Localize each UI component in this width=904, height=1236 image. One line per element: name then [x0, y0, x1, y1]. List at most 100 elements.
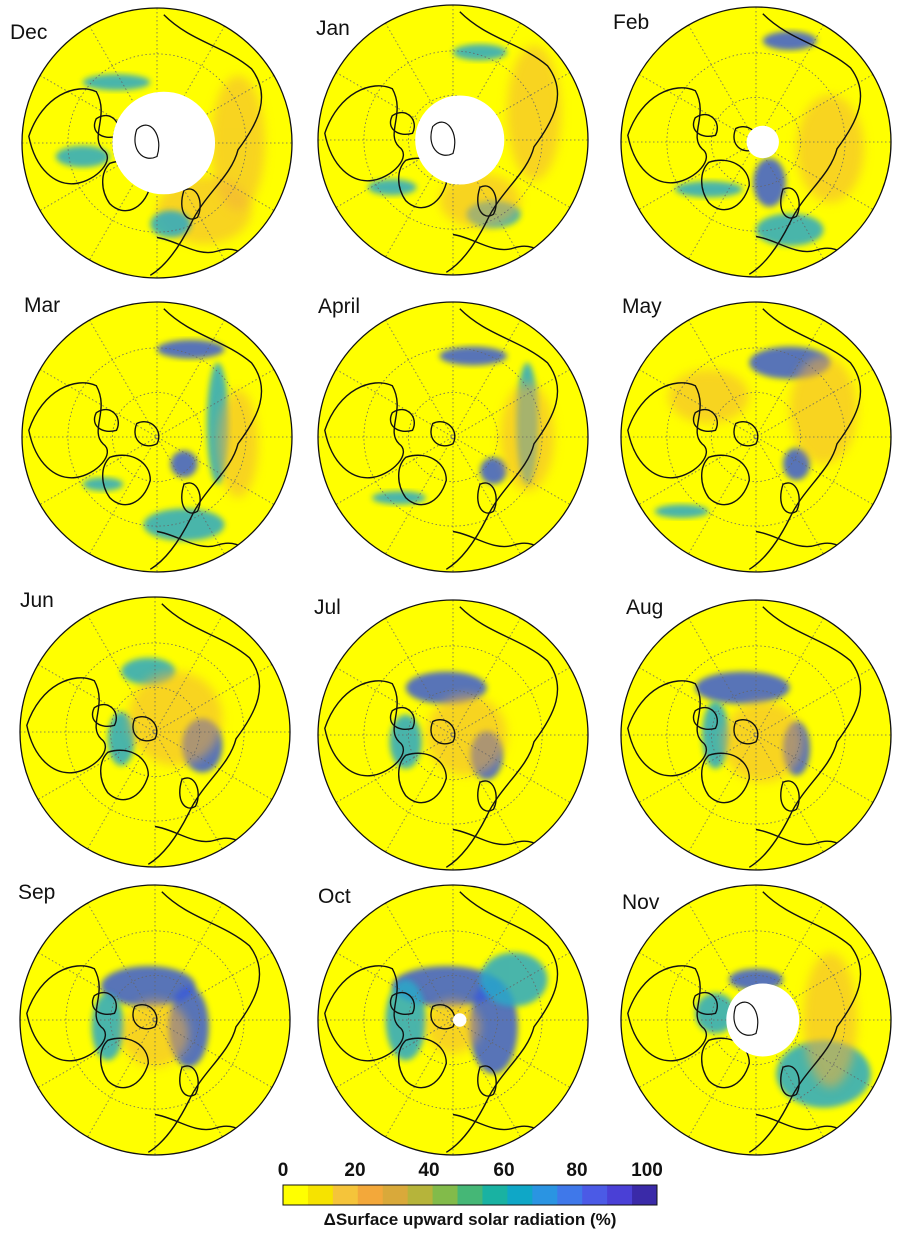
coastline	[324, 85, 405, 182]
polar-night-mask	[746, 125, 779, 159]
coastline	[149, 14, 263, 276]
meridian-line	[638, 74, 874, 210]
coastline	[445, 606, 559, 868]
coastline	[324, 680, 405, 777]
polar-night-mask	[415, 95, 505, 185]
anomaly-region	[783, 447, 810, 481]
meridian-line	[39, 369, 275, 505]
coastline	[397, 454, 448, 506]
coastline	[324, 965, 405, 1062]
meridian-line	[335, 952, 571, 1088]
meridian-line	[87, 614, 223, 850]
colorbar-tick-100: 100	[631, 1160, 663, 1181]
meridian-line	[335, 369, 571, 505]
coastline	[748, 891, 862, 1153]
coastline	[700, 159, 751, 211]
coastline	[748, 308, 862, 570]
polar-map-nov	[620, 884, 892, 1156]
coastline	[179, 777, 199, 809]
coastline	[700, 454, 751, 506]
meridian-line	[39, 75, 275, 211]
meridian-line	[688, 617, 824, 853]
polar-map-april	[317, 301, 589, 573]
meridian-line	[89, 319, 225, 555]
meridian-line	[385, 319, 521, 555]
polar-night-mask	[112, 91, 216, 195]
meridian-line	[638, 74, 874, 210]
coastline	[132, 716, 158, 742]
anomaly-region	[128, 671, 223, 766]
meridian-line	[39, 369, 275, 505]
coastline	[93, 408, 119, 432]
panel-label-jun: Jun	[20, 589, 54, 612]
anomaly-region	[702, 701, 729, 769]
latitude-line	[711, 97, 801, 187]
anomaly-region	[796, 94, 864, 203]
coastline	[389, 111, 415, 135]
coastline	[430, 1004, 456, 1030]
coastline	[324, 382, 405, 479]
polar-map-jun	[19, 596, 291, 868]
latitude-line	[112, 392, 202, 482]
coastline	[692, 991, 718, 1015]
panel-label-mar: Mar	[24, 294, 61, 317]
coastline	[179, 1065, 199, 1097]
coastline	[397, 1037, 448, 1089]
anomaly-region	[372, 491, 426, 505]
meridian-line	[87, 614, 223, 850]
coastline	[26, 965, 107, 1062]
latitude-line	[408, 392, 498, 482]
coastline	[99, 1037, 150, 1089]
coastline	[692, 113, 718, 137]
panel-label-jul: Jul	[314, 596, 341, 619]
map-frame	[620, 884, 892, 1156]
map-frame	[620, 599, 892, 871]
coastline	[627, 680, 708, 777]
coastline	[692, 706, 718, 730]
meridian-line	[37, 952, 273, 1088]
anomaly-region	[150, 210, 191, 238]
polar-map-dec	[21, 7, 293, 279]
map-frame	[317, 884, 589, 1156]
map-frame	[21, 301, 293, 573]
meridian-line	[385, 617, 521, 853]
map-frame	[317, 599, 589, 871]
polar-map-jan	[317, 4, 589, 276]
coastline	[748, 606, 862, 868]
panel-label-may: May	[622, 295, 662, 318]
polar-map-jul	[317, 599, 589, 871]
coastline	[780, 780, 800, 812]
coastline	[477, 482, 497, 514]
anomaly-region	[439, 346, 507, 366]
anomaly-region	[789, 356, 858, 464]
polar-map-may	[620, 301, 892, 573]
anomaly-region	[722, 701, 804, 783]
panel-label-april: April	[318, 295, 361, 318]
panel-label-sep: Sep	[18, 881, 56, 904]
anomaly-region	[675, 181, 743, 198]
panel-label-feb: Feb	[613, 11, 650, 34]
coastline	[445, 308, 559, 570]
coastline	[733, 1001, 759, 1036]
panel-label-jan: Jan	[316, 17, 350, 40]
anomaly-region	[507, 45, 561, 181]
map-frame	[317, 4, 589, 276]
meridian-line	[688, 24, 824, 260]
coastline	[181, 482, 201, 514]
colorbar-tick-80: 80	[566, 1160, 588, 1181]
panel-label-aug: Aug	[626, 596, 664, 619]
meridian-line	[638, 952, 874, 1088]
anomaly-region	[157, 339, 225, 359]
latitude-line	[711, 975, 801, 1065]
meridian-line	[385, 902, 521, 1138]
meridian-line	[688, 319, 824, 555]
anomaly-region	[654, 504, 709, 518]
latitude-line	[408, 975, 498, 1065]
coastline	[91, 703, 117, 727]
map-frame	[19, 596, 291, 868]
polar-map-oct	[317, 884, 589, 1156]
meridian-line	[335, 72, 571, 208]
map-frame	[620, 6, 892, 278]
map-frame	[19, 884, 291, 1156]
